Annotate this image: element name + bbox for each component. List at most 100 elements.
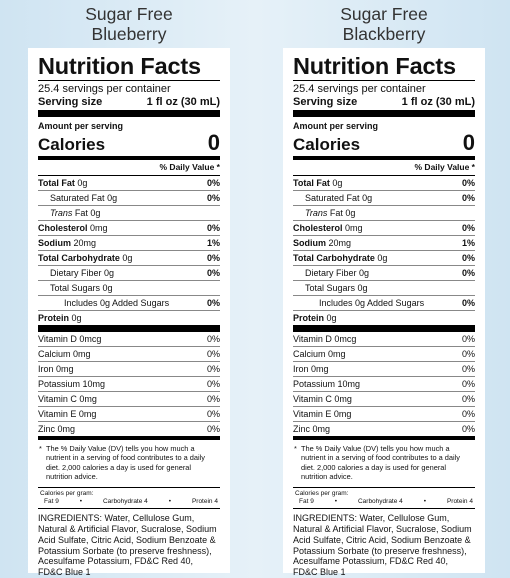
vitamin-dv: 0% [206, 424, 220, 434]
serving-value: 1 fl oz (30 mL) [146, 96, 220, 108]
servings: 25.4 servings per container [38, 83, 171, 95]
nutrient-name: Saturated Fat [50, 193, 105, 203]
vitamin-name: Iron 0mg [38, 364, 74, 374]
nutrient-row: Total Sugars 0g [293, 281, 475, 296]
calories-per-gram: Calories per gram: Fat 9 • Carbohydrate 4 • P… [293, 488, 475, 510]
vitamin-dv: 0% [461, 409, 475, 419]
vitamin-dv: 0% [461, 379, 475, 389]
vitamin-dv: 0% [206, 364, 220, 374]
calories: Calories 0 [38, 132, 220, 160]
nutrient: Dietary Fiber 0g [293, 266, 369, 280]
cpg-item: Carbohydrate 4 [357, 498, 403, 506]
footnote: The % Daily Value (DV) tells you how muc… [38, 440, 220, 489]
nutrient-dv: 1% [206, 238, 220, 248]
serving-label: Serving size [38, 96, 103, 108]
nutrient-amount: 0g [377, 253, 388, 263]
vitamin-name: Vitamin D 0mcg [293, 334, 357, 344]
nutrient-name: Total Sugars [305, 283, 356, 293]
cpg-item: Fat 9 [299, 498, 314, 506]
vitamin-row: Vitamin E 0mg 0% [38, 407, 220, 422]
nutrient-dv: 0% [461, 223, 475, 233]
product-title: Sugar Free Blackberry [274, 4, 494, 44]
nutrient-amount: 0g [359, 268, 370, 278]
bullet: • [334, 498, 338, 506]
serving-size: Serving size 1 fl oz (30 mL) [38, 96, 220, 117]
vitamin-name: Zinc 0mg [293, 424, 331, 434]
vitamin-row: Potassium 10mg 0% [38, 377, 220, 392]
bullet: • [79, 498, 83, 506]
vitamin-row: Vitamin D 0mcg 0% [293, 332, 475, 347]
vitamin-row: Vitamin D 0mcg 0% [38, 332, 220, 347]
nutrient-name: Cholesterol [293, 223, 343, 233]
cpg-label: Calories per gram: [40, 490, 94, 498]
nutrient-name: Total Carbohydrate [293, 253, 375, 263]
nutrient: Cholesterol 0mg [38, 221, 108, 235]
title-line: Sugar Free [85, 4, 173, 24]
vitamin-name: Iron 0mg [293, 364, 329, 374]
amount-per-serving: Amount per serving [38, 121, 124, 131]
nutrient-amount: 20mg [328, 238, 352, 248]
vitamin-row: Zinc 0mg 0% [293, 422, 475, 440]
nutrient-dv: 0% [206, 253, 220, 263]
nutrient: Includes 0g Added Sugars [293, 296, 424, 310]
calories-value: 0 [462, 130, 475, 155]
vitamin-name: Potassium 10mg [293, 379, 361, 389]
vitamin-name: Vitamin C 0mg [38, 394, 97, 404]
nutrient-dv: 0% [206, 298, 220, 308]
bullet: • [423, 498, 426, 506]
serving-value: 1 fl oz (30 mL) [401, 96, 475, 108]
nutrient-amount: 0g [104, 268, 115, 278]
nutrient: Total Sugars 0g [38, 281, 113, 295]
nutrient-name: Total Fat [38, 178, 75, 188]
title-line: Sugar Free [340, 4, 428, 24]
serving-size: Serving size 1 fl oz (30 mL) [293, 96, 475, 117]
nutrient-row: Trans Fat 0g [293, 206, 475, 221]
vitamin-dv: 0% [206, 379, 220, 389]
nutrient-name: Total Carbohydrate [38, 253, 120, 263]
vitamin-row: Calcium 0mg 0% [38, 347, 220, 362]
nutrient-row: Saturated Fat 0g 0% [38, 191, 220, 206]
dv-header: % Daily Value * [38, 160, 220, 176]
vitamin-row: Potassium 10mg 0% [293, 377, 475, 392]
vitamin-row: Vitamin C 0mg 0% [293, 392, 475, 407]
vitamin-dv: 0% [206, 394, 220, 404]
vitamin-row: Vitamin C 0mg 0% [38, 392, 220, 407]
nutrient-amount: 0g [122, 253, 133, 263]
nutrient-amount: Fat 0g [329, 208, 356, 218]
nutrient-name: Includes 0g Added Sugars [64, 298, 170, 308]
nutrient-row: Total Sugars 0g [38, 281, 220, 296]
nutrient-row: Total Fat 0g 0% [38, 176, 220, 191]
nutrient-row: Cholesterol 0mg 0% [38, 221, 220, 236]
product-title: Sugar Free Blueberry [19, 4, 239, 44]
nutrient: Sodium 20mg [293, 236, 351, 250]
nutrient-name: Dietary Fiber [50, 268, 102, 278]
vitamin-dv: 0% [206, 349, 220, 359]
calories-label: Calories [293, 135, 361, 154]
nutrient-row: Trans Fat 0g [38, 206, 220, 221]
title-line: Blackberry [342, 24, 426, 44]
vitamin-dv: 0% [206, 409, 220, 419]
vitamin-row: Iron 0mg 0% [38, 362, 220, 377]
bullet: • [168, 498, 171, 506]
nutrient: Saturated Fat 0g [38, 191, 117, 205]
nutrient-dv: 0% [461, 178, 475, 188]
calories-value: 0 [207, 130, 220, 155]
nutrition-label: Nutrition Facts 25.4 servings per contain… [28, 48, 230, 577]
vitamin-name: Calcium 0mg [293, 349, 346, 359]
calories: Calories 0 [293, 132, 475, 160]
nutrient-dv: 0% [461, 253, 475, 263]
nutrient-dv: 0% [461, 298, 475, 308]
nutrient-row: Includes 0g Added Sugars 0% [38, 296, 220, 311]
calories-per-gram: Calories per gram: Fat 9 • Carbohydrate 4 • P… [38, 488, 220, 510]
nutrient-dv: 0% [206, 178, 220, 188]
nutrient-row: Total Carbohydrate 0g 0% [38, 251, 220, 266]
vitamin-name: Vitamin D 0mcg [38, 334, 102, 344]
nutrient-row: Cholesterol 0mg 0% [293, 221, 475, 236]
nutrient-amount: 0g [332, 178, 343, 188]
nutrient-name: Sodium [293, 238, 326, 248]
nutrient-amount: 0g [357, 283, 368, 293]
vitamin-name: Zinc 0mg [38, 424, 76, 434]
cpg-item: Protein 4 [191, 498, 218, 506]
nutrient-amount: 20mg [73, 238, 97, 248]
